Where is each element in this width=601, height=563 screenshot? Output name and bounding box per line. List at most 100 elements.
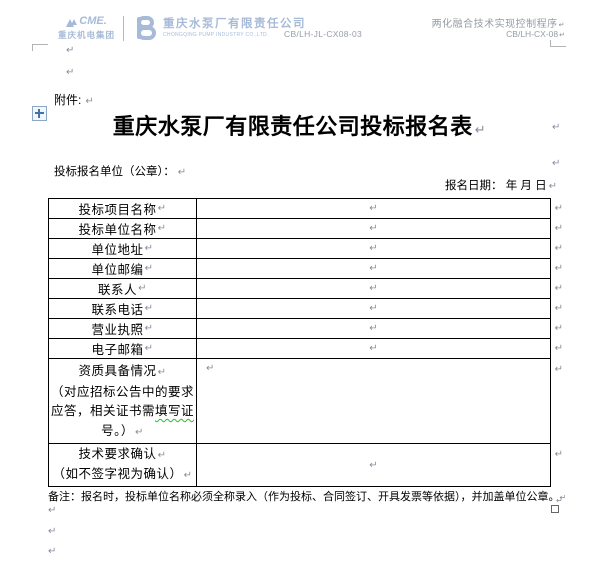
row-label-cell: 联系电话 ↵ xyxy=(49,299,197,318)
paragraph-mark: ↵ xyxy=(369,303,378,314)
row-value-cell[interactable]: ↵ xyxy=(197,219,550,238)
paragraph-mark: ↵ xyxy=(554,449,563,460)
table-move-handle[interactable] xyxy=(32,106,47,121)
paragraph-mark: ↵ xyxy=(66,45,75,56)
paragraph-mark: ↵ xyxy=(369,283,378,294)
paragraph-mark: ↵ xyxy=(554,222,563,234)
paragraph-mark: ↵ xyxy=(552,158,561,169)
paragraph-mark: ↵ xyxy=(157,223,167,234)
paragraph-mark: ↵ xyxy=(556,496,563,505)
table-row-tech-confirm: 技术要求确认↵ （如不签字视为确认）↵ ↵ ↵ xyxy=(49,444,563,486)
row-label-cell: 营业执照 ↵ xyxy=(49,319,197,338)
row-label-cell: 投标项目名称 ↵ xyxy=(49,199,197,218)
paragraph-mark: ↵ xyxy=(144,323,154,334)
paragraph-mark: ↵ xyxy=(157,367,167,378)
row-value-cell[interactable]: ↵ xyxy=(197,319,550,338)
paragraph-mark: ↵ xyxy=(548,181,557,192)
row-label-cell: 单位邮编 ↵ xyxy=(49,259,197,278)
paragraph-mark: ↵ xyxy=(177,167,187,178)
date-line: 报名日期： 年 月 日 ↵ xyxy=(445,180,557,192)
row-value-cell[interactable]: ↵ xyxy=(197,359,550,443)
paragraph-mark: ↵ xyxy=(554,262,563,274)
company-name-cn: 重庆水泵厂有限责任公司 xyxy=(163,18,307,30)
paragraph-mark: ↵ xyxy=(369,223,378,234)
company-name-en: CHONGQING PUMP INDUSTRY CO.,LTD. xyxy=(163,32,269,38)
qualification-line: 应答，相关证书需填写证 xyxy=(50,404,195,418)
cme-logo: CME. 重庆机电集团 xyxy=(58,14,115,41)
form-title: 重庆水泵厂有限责任公司投标报名表 ↵ xyxy=(112,114,487,139)
paragraph-mark: ↵ xyxy=(554,302,563,314)
doc-code-right: CB/LH-CX-08↵ xyxy=(506,29,565,39)
paragraph-mark: ↵ xyxy=(369,323,378,334)
row-value-cell[interactable]: ↵ xyxy=(197,339,550,358)
paragraph-mark: ↵ xyxy=(157,203,167,214)
row-label-cell: 投标单位名称 ↵ xyxy=(49,219,197,238)
paragraph-mark: ↵ xyxy=(554,282,563,294)
paragraph-mark: ↵ xyxy=(369,203,378,214)
row-value-cell[interactable]: ↵ xyxy=(197,444,550,486)
doc-code-left: CB/LH-JL-CX08-03 xyxy=(284,29,363,39)
paragraph-mark: ↵ xyxy=(554,322,563,334)
table-row-contact: 联系人 ↵ ↵ ↵ xyxy=(49,279,563,299)
paragraph-mark: ↵ xyxy=(369,343,378,354)
table-row-phone: 联系电话 ↵ ↵ ↵ xyxy=(49,299,563,319)
note-line: 备注：报名时，投标单位名称必须全称录入（作为投标、合同签订、开具发票等依据），并… xyxy=(48,491,567,503)
paragraph-mark: ↵ xyxy=(48,546,57,557)
tech-confirm-line: 技术要求确认↵ xyxy=(78,447,167,461)
paragraph-mark: ↵ xyxy=(369,263,378,274)
table-row-bidder-name: 投标单位名称 ↵ ↵ ↵ xyxy=(49,219,563,239)
paragraph-mark: ↵ xyxy=(48,526,57,537)
paragraph-mark: ↵ xyxy=(48,505,57,516)
table-row-postcode: 单位邮编 ↵ ↵ ↵ xyxy=(49,259,563,279)
unit-label-line: 投标报名单位（公章）： ↵ xyxy=(54,166,187,178)
paragraph-mark: ↵ xyxy=(134,426,144,438)
paragraph-mark: ↵ xyxy=(554,364,563,375)
qualification-line: 号。）↵ xyxy=(101,423,144,438)
program-title: 两化融合技术实现控制程序↵ xyxy=(431,19,565,30)
paragraph-mark: ↵ xyxy=(369,243,378,254)
paragraph-mark: ↵ xyxy=(552,122,561,133)
cme-brand-text: CME. xyxy=(79,14,107,27)
row-value-cell[interactable]: ↵ xyxy=(197,199,550,218)
row-label-cell: 电子邮箱 ↵ xyxy=(49,339,197,358)
tech-confirm-label-cell: 技术要求确认↵ （如不签字视为确认）↵ xyxy=(49,444,197,486)
paragraph-mark: ↵ xyxy=(144,243,154,254)
mountain-icon xyxy=(66,18,78,27)
tech-confirm-line: （如不签字视为确认）↵ xyxy=(52,467,193,481)
paragraph-mark: ↵ xyxy=(554,242,563,254)
pump-logo-icon xyxy=(137,16,157,40)
paragraph-mark: ↵ xyxy=(144,263,154,274)
attachment-label: 附件: ↵ xyxy=(54,93,94,107)
paragraph-mark: ↵ xyxy=(558,22,565,29)
header-logo-group: CME. 重庆机电集团 重庆水泵厂有限责任公司 CHONGQING PUMP I… xyxy=(58,15,306,41)
row-value-cell[interactable]: ↵ xyxy=(197,299,550,318)
row-value-cell[interactable]: ↵ xyxy=(197,239,550,258)
table-resize-handle[interactable]: ↵ xyxy=(550,497,565,514)
paragraph-mark: ↵ xyxy=(85,96,94,107)
margin-crop-mark-left xyxy=(32,44,48,51)
paragraph-mark: ↵ xyxy=(138,283,147,294)
qualification-label-cell: 资质具备情况↵ （对应招标公告中的要求 应答，相关证书需填写证 号。）↵ xyxy=(49,359,197,443)
resize-handle-icon xyxy=(551,505,559,513)
table-row-email: 电子邮箱 ↵ ↵ ↵ xyxy=(49,339,563,359)
table-row-project-name: 投标项目名称 ↵ ↵ ↵ xyxy=(49,199,563,219)
registration-table: 投标项目名称 ↵ ↵ ↵ 投标单位名称 ↵ ↵ ↵ 单位地址 ↵ ↵ ↵ 单位邮编 ↵ … xyxy=(48,198,563,487)
margin-crop-mark-right xyxy=(550,40,566,47)
paragraph-mark: ↵ xyxy=(559,493,567,502)
row-value-cell[interactable]: ↵ xyxy=(197,279,550,298)
paragraph-mark: ↵ xyxy=(369,459,378,471)
move-handle-icon xyxy=(38,109,40,118)
row-value-cell[interactable]: ↵ xyxy=(197,259,550,278)
paragraph-mark: ↵ xyxy=(183,470,193,481)
pump-company-names: 重庆水泵厂有限责任公司 CHONGQING PUMP INDUSTRY CO.,… xyxy=(163,18,306,38)
paragraph-mark: ↵ xyxy=(157,450,167,461)
paragraph-mark: ↵ xyxy=(206,363,215,374)
qualification-line: （对应招标公告中的要求 xyxy=(50,384,194,399)
table-row-address: 单位地址 ↵ ↵ ↵ xyxy=(49,239,563,259)
paragraph-mark: ↵ xyxy=(559,32,565,39)
table-row-license: 营业执照 ↵ ↵ ↵ xyxy=(49,319,563,339)
qualification-line: 资质具备情况↵ xyxy=(78,364,167,378)
paragraph-mark: ↵ xyxy=(66,67,75,78)
paragraph-mark: ↵ xyxy=(144,343,154,354)
